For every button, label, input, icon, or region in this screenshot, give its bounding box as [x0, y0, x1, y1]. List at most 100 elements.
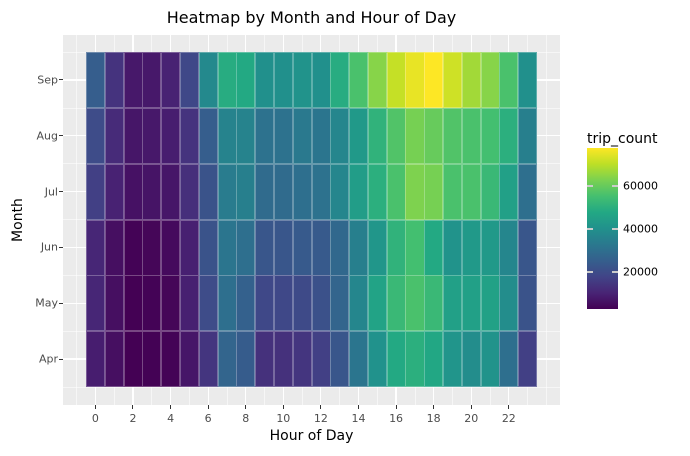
y-tick-mark: [59, 79, 63, 81]
y-tick-mark: [59, 135, 63, 137]
y-tick-label: May: [35, 296, 58, 310]
heatmap-cell: [405, 219, 425, 276]
heatmap-cell: [386, 107, 406, 164]
y-axis-title: Month: [10, 198, 26, 242]
x-tick-mark: [357, 405, 359, 409]
heatmap-cell: [123, 163, 143, 220]
heatmap-cell: [255, 163, 275, 220]
heatmap-cell: [405, 163, 425, 220]
heatmap-cell: [367, 275, 387, 332]
x-tick-mark: [132, 405, 134, 409]
legend-tick-mark: [612, 271, 618, 274]
heatmap-cell: [273, 52, 293, 109]
heatmap-cell: [349, 107, 369, 164]
heatmap-cell: [161, 52, 181, 109]
x-axis-title: Hour of Day: [269, 428, 354, 444]
heatmap-cell: [255, 219, 275, 276]
heatmap-cell: [273, 163, 293, 220]
heatmap-cell: [386, 275, 406, 332]
x-tick-label: 0: [91, 412, 99, 425]
gridline-vertical: [76, 35, 77, 405]
heatmap-cell: [480, 52, 500, 109]
x-tick-label: 8: [242, 412, 250, 425]
heatmap-cell: [499, 107, 519, 164]
heatmap-cell: [461, 275, 481, 332]
y-tick-mark: [59, 302, 63, 304]
y-tick-mark: [59, 358, 63, 360]
heatmap-cell: [518, 219, 538, 276]
x-tick-label: 20: [464, 412, 479, 425]
heatmap-cell: [236, 219, 256, 276]
heatmap-cell: [480, 219, 500, 276]
heatmap-cell: [367, 219, 387, 276]
x-tick-label: 6: [204, 412, 212, 425]
heatmap-cell: [311, 107, 331, 164]
heatmap-cell: [518, 331, 538, 388]
heatmap-cell: [179, 219, 200, 276]
heatmap-cell: [123, 331, 143, 388]
heatmap-cell: [86, 163, 106, 220]
y-tick-mark: [59, 246, 63, 248]
heatmap-cell: [443, 275, 463, 332]
heatmap-cell: [292, 163, 312, 220]
heatmap-cell: [461, 52, 481, 109]
heatmap-cell: [236, 163, 256, 220]
heatmap-cell: [424, 107, 444, 164]
heatmap-cell: [198, 331, 218, 388]
heatmap-cell: [311, 331, 331, 388]
heatmap-cell: [499, 52, 519, 109]
legend-tick-label: 20000: [623, 265, 658, 279]
heatmap-cell: [349, 331, 369, 388]
heatmap-cell: [123, 275, 143, 332]
heatmap-cell: [424, 219, 444, 276]
heatmap-cell: [349, 52, 369, 109]
x-tick-label: 16: [389, 412, 404, 425]
heatmap-cell: [273, 275, 293, 332]
heatmap-cell: [461, 107, 481, 164]
heatmap-cell: [292, 275, 312, 332]
heatmap-cell: [86, 107, 106, 164]
heatmap-cell: [367, 107, 387, 164]
heatmap-cell: [311, 163, 331, 220]
heatmap-cell: [104, 163, 124, 220]
heatmap-cell: [518, 275, 538, 332]
heatmap-cell: [179, 163, 200, 220]
heatmap-cell: [255, 275, 275, 332]
heatmap-cell: [349, 163, 369, 220]
heatmap-cell: [198, 107, 218, 164]
heatmap-cell: [405, 52, 425, 109]
heatmap-cell: [480, 163, 500, 220]
heatmap-cell: [499, 275, 519, 332]
x-tick-mark: [170, 405, 172, 409]
gridline-vertical: [546, 35, 547, 405]
x-tick-label: 2: [129, 412, 137, 425]
heatmap-cell: [161, 275, 181, 332]
heatmap-cell: [142, 107, 162, 164]
heatmap-cell: [443, 107, 463, 164]
x-tick-mark: [508, 405, 510, 409]
heatmap-cell: [236, 275, 256, 332]
legend-title: trip_count: [587, 131, 658, 147]
heatmap-cell: [367, 163, 387, 220]
heatmap-cell: [161, 219, 181, 276]
x-tick-label: 12: [313, 412, 328, 425]
x-tick-label: 4: [167, 412, 175, 425]
plot-panel: [63, 35, 560, 405]
y-tick-label: Jul: [44, 185, 58, 199]
heatmap-cell: [86, 331, 106, 388]
heatmap-cell: [86, 52, 106, 109]
y-tick-mark: [59, 191, 63, 193]
gridline-horizontal: [63, 51, 560, 53]
x-tick-mark: [94, 405, 96, 409]
legend-tick-mark: [587, 184, 593, 187]
heatmap-cell: [236, 52, 256, 109]
heatmap-cell: [386, 163, 406, 220]
heatmap-cell: [386, 331, 406, 388]
heatmap-cell: [217, 52, 237, 109]
heatmap-cell: [311, 52, 331, 109]
heatmap-cell: [179, 52, 200, 109]
heatmap-cell: [349, 219, 369, 276]
heatmap-cell: [386, 219, 406, 276]
heatmap-cell: [480, 275, 500, 332]
heatmap-cell: [443, 219, 463, 276]
